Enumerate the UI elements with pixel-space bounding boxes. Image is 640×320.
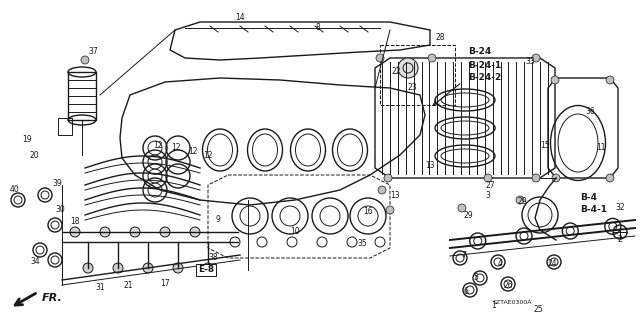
Text: 24: 24 <box>547 260 557 268</box>
Text: 13: 13 <box>390 190 399 199</box>
Circle shape <box>83 263 93 273</box>
Text: SZTAE0300A: SZTAE0300A <box>492 300 532 305</box>
Circle shape <box>173 263 183 273</box>
Bar <box>380 45 455 105</box>
Text: 23: 23 <box>408 84 418 92</box>
Circle shape <box>384 174 392 182</box>
Text: 30: 30 <box>55 205 65 214</box>
Circle shape <box>130 227 140 237</box>
Text: 3: 3 <box>486 190 490 199</box>
Circle shape <box>376 54 384 62</box>
Circle shape <box>484 174 492 182</box>
Text: 6: 6 <box>463 287 468 297</box>
Circle shape <box>552 174 560 182</box>
Text: 16: 16 <box>363 207 373 217</box>
Text: 39: 39 <box>52 179 61 188</box>
Text: 37: 37 <box>88 47 98 57</box>
Circle shape <box>378 186 386 194</box>
Text: 2: 2 <box>618 236 622 244</box>
Circle shape <box>100 227 110 237</box>
Circle shape <box>113 263 123 273</box>
Text: 12: 12 <box>153 140 163 149</box>
Text: 21: 21 <box>124 282 132 291</box>
Text: 18: 18 <box>70 218 79 227</box>
Text: 11: 11 <box>596 143 605 153</box>
Circle shape <box>143 263 153 273</box>
Text: 36: 36 <box>585 108 595 116</box>
Text: 20: 20 <box>30 150 40 159</box>
Text: 12: 12 <box>204 150 212 159</box>
Text: 5: 5 <box>474 274 479 283</box>
Text: FR.: FR. <box>42 293 63 303</box>
Circle shape <box>532 54 540 62</box>
Text: 38: 38 <box>208 253 218 262</box>
Text: 13: 13 <box>425 161 435 170</box>
Text: 12: 12 <box>188 148 198 156</box>
Circle shape <box>606 76 614 84</box>
Text: 29: 29 <box>463 211 473 220</box>
Text: 9: 9 <box>216 215 220 225</box>
Text: 14: 14 <box>235 13 245 22</box>
Text: 25: 25 <box>533 306 543 315</box>
Text: 33: 33 <box>525 58 535 67</box>
Circle shape <box>81 56 89 64</box>
Circle shape <box>190 227 200 237</box>
Text: 32: 32 <box>615 204 625 212</box>
Text: B-24-2: B-24-2 <box>468 74 501 83</box>
Circle shape <box>70 227 80 237</box>
Circle shape <box>532 174 540 182</box>
Circle shape <box>386 206 394 214</box>
Text: 34: 34 <box>30 258 40 267</box>
Text: E-8: E-8 <box>198 266 214 275</box>
Text: 27: 27 <box>485 180 495 189</box>
Text: B-24-1: B-24-1 <box>468 60 501 69</box>
Text: 40: 40 <box>10 186 20 195</box>
Text: B-4-1: B-4-1 <box>580 205 607 214</box>
Circle shape <box>203 263 213 273</box>
Circle shape <box>160 227 170 237</box>
Circle shape <box>458 204 466 212</box>
Text: 1: 1 <box>492 301 497 310</box>
Text: 22: 22 <box>392 68 401 76</box>
Text: 7: 7 <box>461 251 467 260</box>
Text: 29: 29 <box>517 197 527 206</box>
Text: B-24: B-24 <box>468 47 492 57</box>
Text: 35: 35 <box>357 239 367 249</box>
Text: 28: 28 <box>436 34 445 43</box>
Text: 4: 4 <box>497 260 502 268</box>
Text: 8: 8 <box>316 23 321 33</box>
Text: 15: 15 <box>540 140 550 149</box>
Text: 12: 12 <box>172 143 180 153</box>
Circle shape <box>428 54 436 62</box>
Text: 31: 31 <box>95 284 105 292</box>
Circle shape <box>516 196 524 204</box>
Text: 19: 19 <box>22 135 31 145</box>
Text: 17: 17 <box>160 279 170 289</box>
Text: 10: 10 <box>290 228 300 236</box>
Circle shape <box>551 76 559 84</box>
Bar <box>68 72 96 120</box>
Text: 26: 26 <box>503 281 513 290</box>
Text: B-4: B-4 <box>580 194 597 203</box>
Circle shape <box>606 174 614 182</box>
Circle shape <box>398 58 418 78</box>
